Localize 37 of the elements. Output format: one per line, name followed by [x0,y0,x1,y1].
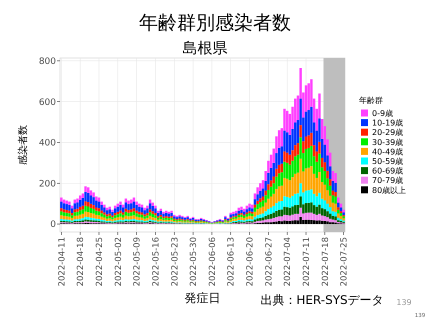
legend-label: 30-39歳 [372,138,404,147]
x-tick-label: 2022-05-02 [114,237,124,286]
y-tick-label: 200 [38,179,56,190]
y-tick-label: 600 [38,98,56,108]
x-tick-label: 2022-05-16 [151,237,162,286]
x-tick-label: 2022-06-06 [208,237,218,286]
legend-label: 20-29歳 [372,128,404,138]
x-axis-title: 発症日 [184,291,220,305]
legend-label: 60-69歳 [372,166,404,176]
y-tick-label: 400 [38,138,56,149]
legend-title: 年齢群 [359,96,383,105]
y-tick-label: 800 [38,57,56,68]
x-tick-label: 2022-07-11 [302,237,312,286]
legend-label: 70-79歳 [372,176,404,186]
x-tick-label: 2022-05-30 [189,237,200,286]
chart-title: 年齢群別感染者数 [139,12,291,34]
x-tick-label: 2022-04-25 [94,237,105,286]
x-tick-label: 2022-07-18 [320,237,331,286]
x-tick-label: 2022-07-04 [283,237,294,286]
legend-label: 0-9歳 [372,109,394,118]
source-note: 出典：HER-SYSデータ [260,293,384,307]
x-tick-label: 2022-06-20 [246,237,256,286]
x-tick-label: 2022-05-23 [170,237,180,286]
legend-label: 50-59歳 [372,157,404,166]
legend-label: 40-49歳 [372,147,404,156]
text: 139 [396,298,412,307]
legend-label: 10-19歳 [372,118,404,128]
x-tick-label: 2022-06-27 [264,237,274,286]
x-tick-label: 2022-04-11 [57,237,68,286]
x-tick-label: 2022-05-09 [132,237,143,286]
legend-label: 80歳以上 [372,186,406,195]
y-axis-title: 感染者数 [17,125,29,165]
x-tick-label: 2022-07-25 [340,237,350,286]
chart-subtitle: 島根県 [182,39,228,57]
y-tick-label: 0 [50,220,56,230]
x-tick-label: 2022-04-18 [76,237,86,286]
x-tick-label: 2022-06-13 [226,237,237,286]
